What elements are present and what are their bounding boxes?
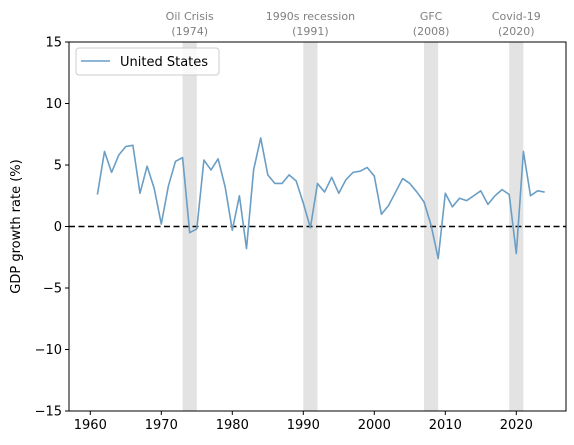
event-labels-group: Oil Crisis (1974) 1990s recession (1991) GFC… (166, 10, 541, 38)
x-tick-label: 1970 (145, 418, 178, 433)
event-year-label-1990s-recession: (1991) (292, 25, 329, 38)
x-tick-label: 2000 (358, 418, 391, 433)
y-tick-label: 10 (45, 97, 62, 112)
x-tick-label: 2010 (429, 418, 462, 433)
y-tick-label: 0 (54, 220, 62, 235)
event-label-covid-19: Covid-19 (492, 10, 541, 23)
y-tick-label: −5 (43, 282, 62, 297)
legend-label-united-states: United States (120, 55, 208, 70)
event-label-1990s-recession: 1990s recession (266, 10, 355, 23)
x-tick-label: 2020 (500, 418, 533, 433)
y-tick-label: −10 (35, 343, 62, 358)
x-axis: 1960 1970 1980 1990 2000 2010 2020 (74, 411, 533, 433)
y-axis: −15 −10 −5 0 5 10 15 (35, 36, 69, 420)
y-axis-label: GDP growth rate (%) (9, 159, 24, 293)
event-year-label-covid-19: (2020) (498, 25, 535, 38)
y-tick-label: 5 (54, 159, 62, 174)
legend-box (75, 47, 220, 76)
x-tick-label: 1980 (216, 418, 249, 433)
event-year-label-gfc: (2008) (413, 25, 450, 38)
y-tick-label: 15 (45, 36, 62, 51)
y-tick-label: −15 (35, 405, 62, 420)
legend: United States (75, 47, 220, 76)
x-tick-label: 1960 (74, 418, 107, 433)
x-tick-label: 1990 (287, 418, 320, 433)
event-year-label-oil-crisis: (1974) (171, 25, 208, 38)
series-line-united-states (96, 137, 545, 260)
event-label-oil-crisis: Oil Crisis (166, 10, 214, 23)
event-label-gfc: GFC (420, 10, 443, 23)
